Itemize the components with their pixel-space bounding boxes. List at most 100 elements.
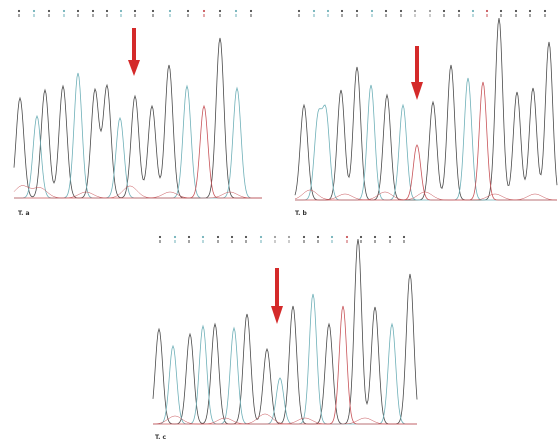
base-call-tick <box>389 240 391 243</box>
base-call-dot <box>230 235 234 239</box>
base-call-tick <box>443 14 445 17</box>
base-call-tick <box>327 14 329 17</box>
base-call-tick <box>360 240 362 243</box>
base-call-tick <box>472 14 474 17</box>
base-call-tick <box>414 14 416 17</box>
chromatogram-c <box>152 235 418 425</box>
base-call-tick <box>120 14 122 17</box>
trace-line <box>294 189 558 201</box>
base-call-dot <box>259 235 263 239</box>
base-call-markers <box>297 9 547 17</box>
base-call-dot <box>442 9 446 13</box>
base-call-dot <box>202 9 206 13</box>
base-call-dot <box>244 235 248 239</box>
base-call-dot <box>302 235 306 239</box>
base-call-dot <box>91 9 95 13</box>
base-call-tick <box>217 240 219 243</box>
base-call-tick <box>48 14 50 17</box>
base-call-tick <box>515 14 517 17</box>
base-call-tick <box>106 14 108 17</box>
base-call-tick <box>356 14 358 17</box>
base-call-tick <box>202 240 204 243</box>
chromatogram-panel-b: T. b <box>285 0 559 222</box>
chromatogram-a <box>13 9 262 199</box>
base-call-dot <box>514 9 518 13</box>
trace-line <box>13 37 262 199</box>
panel-label: T. b <box>295 210 307 217</box>
base-call-dot <box>428 9 432 13</box>
base-call-tick <box>245 240 247 243</box>
base-call-tick <box>203 14 205 17</box>
base-call-dot <box>340 9 344 13</box>
base-call-dot <box>471 9 475 13</box>
base-call-dot <box>62 9 66 13</box>
base-call-dot <box>186 9 190 13</box>
base-call-dot <box>373 235 377 239</box>
panel-label: T. c <box>155 434 167 441</box>
trace-lines <box>13 37 262 199</box>
base-call-tick <box>374 240 376 243</box>
base-call-dot <box>47 9 51 13</box>
trace-line <box>294 17 558 201</box>
panel-label: T. a <box>18 210 30 217</box>
base-call-tick <box>174 240 176 243</box>
base-call-tick <box>385 14 387 17</box>
base-call-tick <box>260 240 262 243</box>
base-call-tick <box>134 14 136 17</box>
base-call-dot <box>413 9 417 13</box>
base-call-dot <box>234 9 238 13</box>
base-call-dot <box>218 9 222 13</box>
base-call-tick <box>486 14 488 17</box>
base-call-dot <box>326 9 330 13</box>
base-call-dot <box>119 9 123 13</box>
base-call-dot <box>187 235 191 239</box>
base-call-tick <box>288 240 290 243</box>
trace-line <box>153 413 417 425</box>
base-call-tick <box>331 240 333 243</box>
base-call-tick <box>458 14 460 17</box>
base-call-tick <box>544 14 546 17</box>
base-call-tick <box>235 14 237 17</box>
base-call-dot <box>388 235 392 239</box>
base-call-dot <box>158 235 162 239</box>
base-call-tick <box>429 14 431 17</box>
base-call-dot <box>76 9 80 13</box>
base-call-tick <box>92 14 94 17</box>
base-call-dot <box>133 9 137 13</box>
base-call-tick <box>371 14 373 17</box>
base-call-tick <box>18 14 20 17</box>
mutation-arrow <box>128 28 140 76</box>
base-call-dot <box>399 9 403 13</box>
base-call-tick <box>169 14 171 17</box>
base-call-tick <box>188 240 190 243</box>
base-call-tick <box>63 14 65 17</box>
base-call-dot <box>249 9 253 13</box>
base-call-tick <box>231 240 233 243</box>
base-call-tick <box>313 14 315 17</box>
base-call-dot <box>384 9 388 13</box>
base-call-tick <box>317 240 319 243</box>
base-call-tick <box>346 240 348 243</box>
base-call-tick <box>303 240 305 243</box>
base-call-tick <box>400 14 402 17</box>
base-call-dot <box>216 235 220 239</box>
base-call-dot <box>32 9 36 13</box>
base-call-markers <box>17 9 253 17</box>
base-call-dot <box>287 235 291 239</box>
base-call-tick <box>403 240 405 243</box>
base-call-dot <box>355 9 359 13</box>
chromatogram-b <box>294 9 558 201</box>
chromatogram-panel-c: T. c <box>145 228 420 448</box>
base-call-dot <box>528 9 532 13</box>
base-call-dot <box>17 9 21 13</box>
base-call-dot <box>273 235 277 239</box>
base-call-tick <box>159 240 161 243</box>
base-call-tick <box>219 14 221 17</box>
base-call-markers <box>158 235 406 243</box>
base-call-dot <box>402 235 406 239</box>
base-call-dot <box>297 9 301 13</box>
base-call-dot <box>543 9 547 13</box>
base-call-tick <box>250 14 252 17</box>
base-call-dot <box>485 9 489 13</box>
base-call-tick <box>152 14 154 17</box>
